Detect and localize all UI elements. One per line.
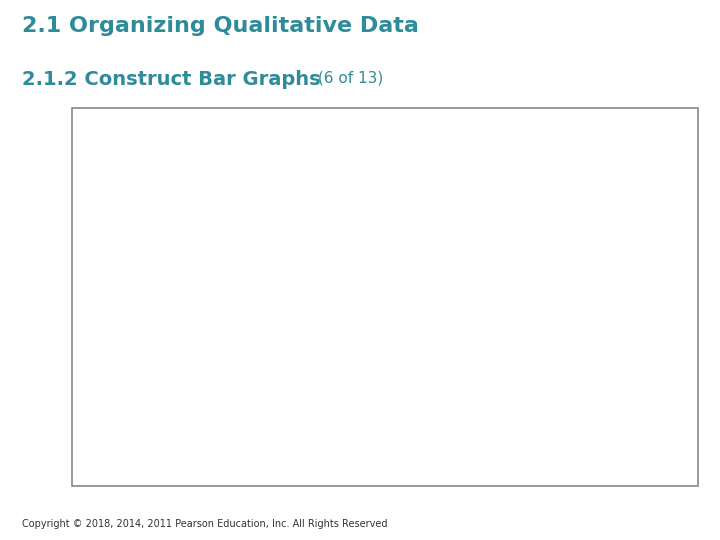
Bar: [434, 310, 484, 432]
Text: (6 of 13): (6 of 13): [313, 70, 384, 85]
Title: Bar Graph for M&M Color: Bar Graph for M&M Color: [297, 123, 531, 141]
X-axis label: Color: Color: [392, 460, 436, 475]
Text: Copyright © 2018, 2014, 2011 Pearson Education, Inc. All Rights Reserved: Copyright © 2018, 2014, 2011 Pearson Edu…: [22, 519, 387, 529]
Bar: [524, 368, 574, 432]
Y-axis label: Relative
Frequency: Relative Frequency: [76, 255, 104, 328]
Bar: [344, 253, 394, 432]
Text: 2.1.2 Construct Bar Graphs: 2.1.2 Construct Bar Graphs: [22, 70, 320, 89]
Text: 2.1 Organizing Qualitative Data: 2.1 Organizing Qualitative Data: [22, 16, 418, 36]
Bar: [614, 328, 664, 432]
Bar: [254, 231, 304, 432]
Bar: [164, 193, 214, 432]
